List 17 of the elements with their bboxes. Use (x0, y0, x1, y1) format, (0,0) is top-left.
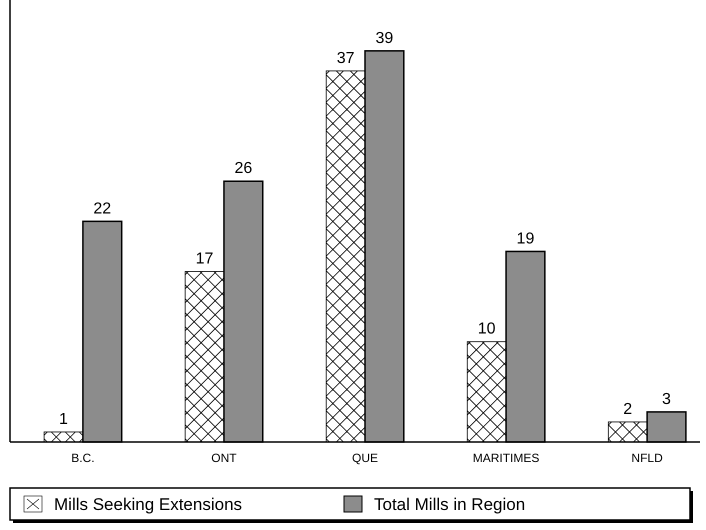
x-tick-label: B.C. (71, 451, 95, 465)
data-label: 10 (478, 320, 496, 338)
x-tick-label: MARITIMES (472, 451, 540, 465)
legend-label: Total Mills in Region (374, 495, 526, 514)
x-tick-label: ONT (211, 451, 238, 465)
x-tick-label: QUE (352, 451, 378, 465)
data-label: 19 (516, 230, 534, 248)
data-label: 2 (623, 400, 632, 418)
data-label: 1 (59, 410, 68, 428)
data-label: 22 (93, 200, 112, 218)
data-label: 26 (234, 160, 252, 178)
x-tick-label: NFLD (631, 451, 664, 465)
data-label: 37 (336, 50, 355, 67)
data-label: 39 (375, 30, 394, 47)
data-label: 3 (662, 390, 672, 408)
legend-label: Mills Seeking Extensions (54, 495, 242, 514)
data-label: 17 (196, 250, 214, 268)
